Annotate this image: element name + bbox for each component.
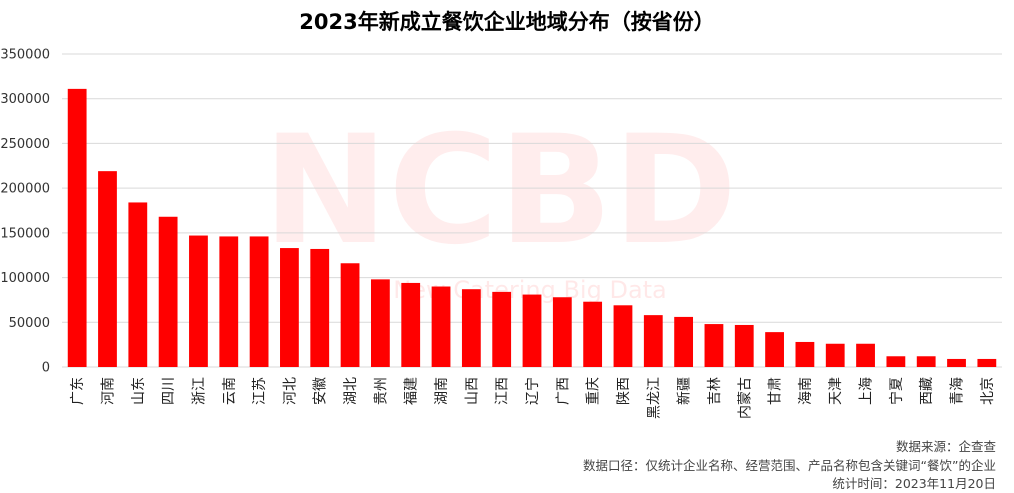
x-category-label: 四川 [161, 377, 177, 405]
bar-辽宁 [522, 294, 542, 367]
x-category-label: 浙江 [191, 377, 207, 405]
y-tick-label: 250000 [0, 137, 50, 152]
x-category-label: 北京 [980, 377, 996, 405]
bar-陕西 [613, 305, 633, 367]
footer-stat-time: 统计时间：2023年11月20日 [832, 476, 996, 491]
footer-scope: 数据口径：仅统计企业名称、经营范围、产品名称包含关键词“餐饮”的企业 [583, 458, 996, 473]
y-tick-label: 350000 [0, 48, 50, 63]
chart-title: 2023年新成立餐饮企业地域分布（按省份） [299, 10, 715, 34]
bar-天津 [825, 343, 845, 367]
y-tick-label: 0 [42, 361, 50, 376]
bar-吉林 [704, 324, 724, 367]
bar-新疆 [674, 316, 694, 367]
bar-宁夏 [886, 356, 906, 367]
bar-贵州 [370, 279, 390, 367]
x-category-label: 西藏 [919, 377, 935, 405]
x-category-label: 青海 [950, 377, 966, 405]
x-category-label: 广东 [70, 377, 86, 405]
bar-河北 [280, 248, 299, 367]
y-tick-label: 150000 [0, 226, 50, 241]
x-category-label: 新疆 [677, 377, 693, 405]
x-category-label: 福建 [404, 377, 420, 405]
x-category-label: 云南 [222, 377, 238, 405]
watermark-logo: NCBD [263, 104, 737, 278]
bar-西藏 [916, 356, 936, 367]
x-category-label: 内蒙古 [737, 377, 753, 419]
bar-青海 [947, 358, 966, 367]
x-category-label: 湖北 [343, 377, 359, 405]
bar-山东 [128, 202, 148, 367]
x-category-label: 海南 [798, 377, 814, 405]
x-category-label: 吉林 [707, 377, 723, 405]
x-category-label: 广西 [555, 377, 571, 405]
bar-河南 [98, 171, 117, 367]
bar-云南 [219, 236, 239, 367]
bar-江西 [492, 291, 512, 367]
x-category-label: 山西 [464, 377, 480, 405]
x-category-label: 宁夏 [888, 377, 905, 405]
x-category-label: 安徽 [313, 377, 329, 405]
bar-重庆 [583, 301, 603, 367]
bar-黑龙江 [643, 315, 663, 367]
x-category-label: 江西 [495, 377, 511, 405]
y-tick-label: 200000 [0, 182, 50, 197]
ncbd-watermark: NCBD New Catering Big Data [263, 104, 737, 304]
y-tick-label: 300000 [0, 92, 50, 107]
y-axis-ticks: 0 50000 100000 150000 200000 250000 300000 3500… [0, 48, 50, 376]
bar-福建 [401, 282, 421, 367]
x-category-label: 贵州 [373, 377, 389, 405]
bars [67, 88, 997, 368]
x-category-label: 湖南 [434, 377, 450, 405]
x-category-label: 河北 [282, 377, 298, 405]
bar-内蒙古 [734, 324, 754, 367]
y-tick-label: 100000 [0, 271, 50, 286]
bar-北京 [977, 358, 997, 367]
x-category-label: 天津 [828, 377, 844, 405]
bar-甘肃 [765, 332, 784, 367]
bar-上海 [856, 343, 875, 367]
bar-四川 [158, 216, 178, 367]
y-tick-label: 50000 [9, 316, 50, 331]
bar-广东 [67, 88, 87, 368]
x-category-label: 甘肃 [768, 377, 784, 405]
bar-安徽 [310, 248, 330, 367]
x-category-label: 辽宁 [524, 377, 541, 405]
x-category-label: 黑龙江 [646, 377, 662, 419]
bar-湖南 [431, 286, 451, 367]
bar-山西 [461, 289, 481, 367]
bar-江苏 [249, 236, 269, 367]
x-category-label: 江苏 [252, 377, 268, 405]
x-category-label: 上海 [859, 377, 875, 405]
x-category-label: 山东 [131, 377, 147, 405]
x-category-label: 陕西 [616, 377, 632, 405]
x-category-label: 重庆 [586, 377, 602, 405]
bar-湖北 [340, 263, 360, 367]
x-axis-categories: 广东 河南 山东 四川 浙江 云南 江苏 河北 安徽 湖北 贵州 福建 湖南 山西 江西 辽宁 广西 重庆 陕西 黑龙… [70, 377, 996, 419]
bar-浙江 [189, 235, 208, 367]
bar-广西 [552, 297, 572, 367]
footer-source: 数据来源：企查查 [895, 439, 996, 454]
bar-海南 [795, 341, 815, 367]
x-category-label: 河南 [100, 377, 116, 405]
